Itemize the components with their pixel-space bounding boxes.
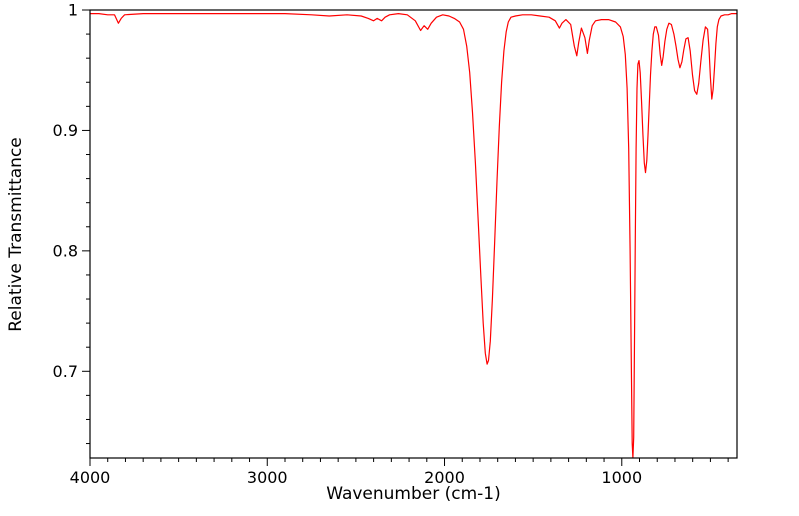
spectrum-line: [90, 13, 737, 458]
x-tick-label: 1000: [601, 468, 642, 487]
plot-border: [89, 9, 738, 459]
y-axis-title-container: Relative Transmittance: [2, 10, 30, 458]
y-tick-label: 0.8: [53, 241, 78, 260]
y-tick-labels: 0.7 0.8 0.9 1: [53, 1, 78, 381]
x-tick-labels: 4000 3000 2000 1000: [70, 468, 642, 487]
x-tick-label: 2000: [424, 468, 465, 487]
y-axis-ticks: [82, 9, 90, 445]
y-tick-label: 0.9: [53, 121, 78, 140]
x-tick-label: 4000: [70, 468, 111, 487]
y-axis-title: Relative Transmittance: [5, 136, 26, 332]
x-axis-title: Wavenumber (cm-1): [326, 484, 501, 504]
x-tick-label: 3000: [247, 468, 288, 487]
y-tick-label: 0.7: [53, 362, 78, 381]
y-tick-label: 1: [68, 1, 78, 20]
x-axis-ticks: [89, 458, 729, 466]
